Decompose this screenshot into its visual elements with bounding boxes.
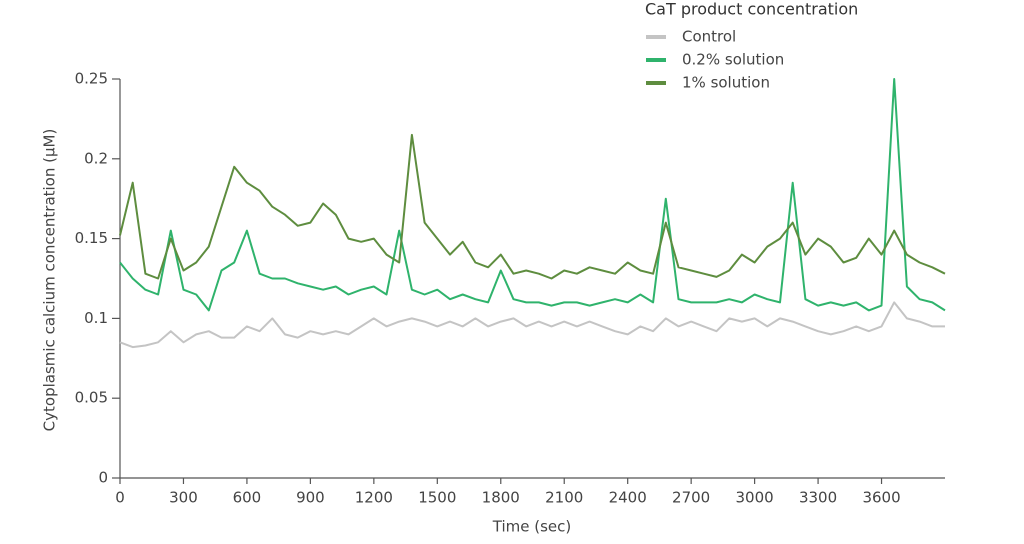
y-tick-label: 0.15 <box>75 229 108 247</box>
legend-title: CaT product concentration <box>645 0 858 19</box>
x-tick-label: 3600 <box>862 489 900 507</box>
x-tick-label: 1200 <box>355 489 393 507</box>
x-axis-label: Time (sec) <box>492 518 571 536</box>
x-tick-label: 0 <box>115 489 125 507</box>
y-tick-label: 0.1 <box>84 309 108 327</box>
data-line <box>119 133 946 280</box>
x-tick-label: 300 <box>169 489 198 507</box>
x-tick-label: 2100 <box>545 489 583 507</box>
y-tick-label: 0.05 <box>75 389 108 407</box>
y-tick-label: 0 <box>98 469 108 487</box>
x-tick-label: 1500 <box>418 489 456 507</box>
y-axis-label: Cytoplasmic calcium concentration (μM) <box>41 129 59 432</box>
legend-label: 0.2% solution <box>682 51 784 69</box>
y-tick-label: 0.2 <box>84 149 108 167</box>
x-tick-label: 1800 <box>482 489 520 507</box>
y-tick-label: 0.25 <box>75 70 108 88</box>
legend-label: 1% solution <box>682 74 770 92</box>
data-line <box>119 301 945 349</box>
x-tick-label: 2700 <box>672 489 710 507</box>
x-tick-label: 3000 <box>736 489 774 507</box>
x-tick-label: 3300 <box>799 489 837 507</box>
data-line <box>119 78 946 312</box>
legend-label: Control <box>682 28 736 46</box>
x-tick-label: 2400 <box>609 489 647 507</box>
x-tick-label: 600 <box>233 489 262 507</box>
x-tick-label: 900 <box>296 489 325 507</box>
